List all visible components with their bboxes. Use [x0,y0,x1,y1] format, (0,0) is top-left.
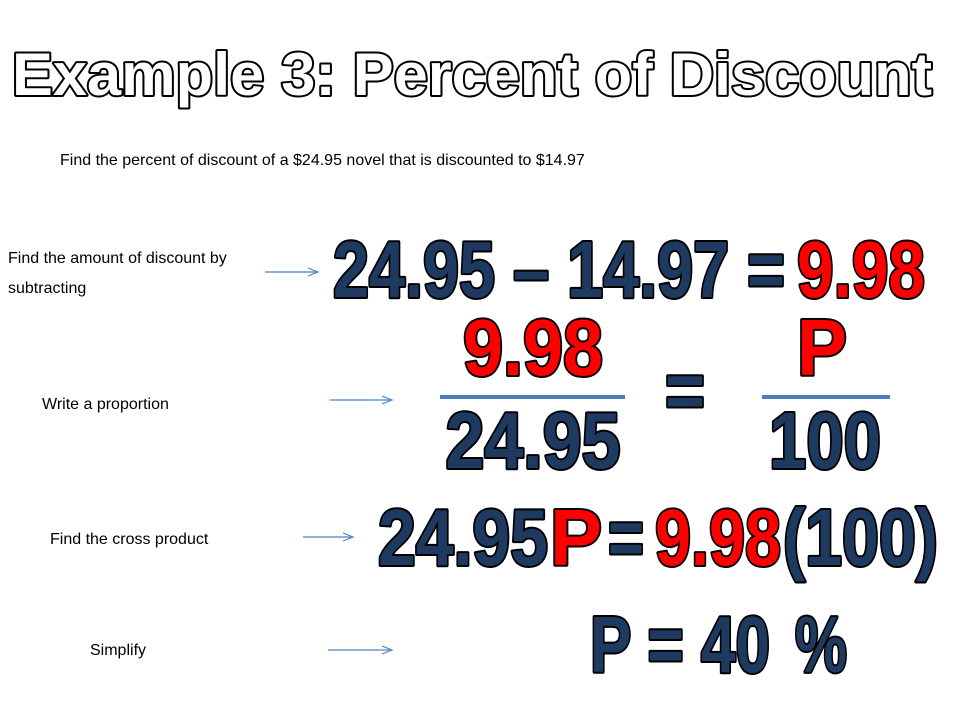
math-expression: 24.95 – 14.97 = [333,225,785,314]
math-expression: 100 [769,396,881,485]
arrow-head [381,645,394,655]
math-expression: P [550,493,602,582]
step-label: Write a proportion [42,396,169,413]
step-label: Find the amount of discount by subtracti… [8,250,227,297]
math-expression: 9.98 [655,493,781,582]
problem: Find the percent of discount of a $24.95… [60,152,585,169]
math-expression: 24.95 [378,493,548,582]
math-expression: P = 40 [590,600,770,689]
math-expression: = [665,346,705,435]
math-expression: (100) [783,493,938,582]
arrow-head [381,395,394,405]
math-expression: % [795,600,847,689]
math-expression: 9.98 [463,303,603,392]
step-label: Simplify [90,642,147,659]
arrow-head [342,532,355,542]
math-expression: 9.98 [797,225,925,314]
arrow-head [307,267,320,277]
step-label: Find the cross product [50,531,209,548]
math-expression: = [608,493,644,582]
title: Example 3: Percent of Discount [12,41,932,108]
math-expression: 24.95 [446,396,621,485]
math-expression: P [797,303,847,392]
